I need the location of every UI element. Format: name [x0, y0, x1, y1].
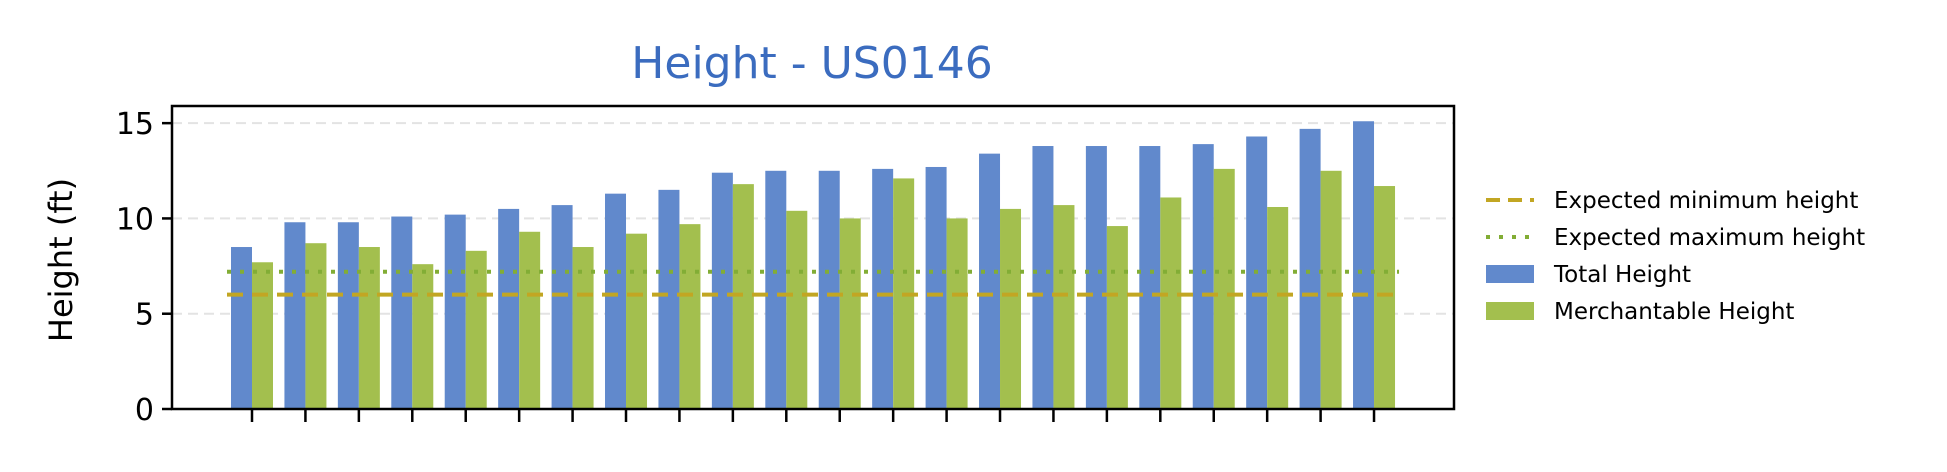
total-height-bar: [979, 153, 1001, 409]
total-height-bar: [1032, 146, 1054, 410]
chart-title: Height - US0146: [631, 38, 992, 89]
total-height-bar: [1139, 146, 1161, 410]
merchantable-height-bar: [519, 231, 541, 409]
total-height-bar: [711, 172, 733, 409]
grid-lines: [172, 122, 1454, 315]
merchantable-height-bar: [465, 250, 487, 409]
merchantable-height-bar: [1320, 170, 1342, 409]
legend-merchantable-swatch: [1486, 302, 1534, 320]
total-height-bar: [1353, 121, 1375, 409]
total-height-bar: [1085, 146, 1107, 410]
total-height-bar: [231, 247, 252, 409]
legend-label: Expected maximum height: [1554, 225, 1865, 251]
merchantable-height-bar: [1106, 226, 1128, 409]
total-height-bar: [498, 208, 520, 409]
merchantable-height-bar: [946, 218, 968, 409]
merchantable-height-bar: [1267, 207, 1289, 409]
merchantable-height-bar: [412, 264, 434, 409]
axes: 0 5 10 15: [116, 104, 1456, 428]
merchantable-height-bar: [572, 247, 594, 409]
merchantable-height-bar: [1053, 205, 1075, 409]
bars: [231, 121, 1396, 410]
merchantable-height-bar: [679, 224, 701, 409]
y-tick-label: 5: [135, 298, 154, 333]
plot-frame: [170, 104, 1456, 411]
total-height-bar: [444, 214, 466, 409]
y-tick-label: 0: [135, 393, 154, 428]
total-height-bar: [284, 222, 306, 409]
merchantable-height-bar: [1374, 186, 1396, 409]
legend-total-swatch: [1486, 265, 1534, 283]
total-height-bar: [605, 193, 627, 409]
y-tick-label: 15: [116, 107, 154, 142]
reference-lines: [227, 269, 1400, 297]
total-height-bar: [765, 170, 787, 409]
total-height-bar: [818, 170, 840, 409]
total-height-bar: [872, 168, 894, 409]
legend: Expected minimum height Expected maximum …: [1486, 188, 1865, 325]
merchantable-height-bar: [252, 262, 273, 409]
total-height-bar: [658, 189, 680, 409]
total-height-bar: [391, 216, 413, 409]
legend-label: Expected minimum height: [1554, 188, 1858, 214]
merchantable-height-bar: [1213, 168, 1235, 409]
total-height-bar: [551, 205, 573, 409]
merchantable-height-bar: [839, 218, 861, 409]
merchantable-height-bar: [1000, 208, 1022, 409]
total-height-bar: [925, 166, 947, 409]
merchantable-height-bar: [358, 247, 380, 409]
merchantable-height-bar: [1160, 197, 1182, 409]
merchantable-height-bar: [732, 184, 754, 409]
legend-label: Merchantable Height: [1554, 299, 1794, 325]
y-axis-label: Height (ft): [42, 178, 80, 342]
merchantable-height-bar: [786, 210, 808, 409]
y-tick-label: 10: [116, 202, 154, 237]
total-height-bar: [337, 222, 359, 409]
merchantable-height-bar: [305, 243, 327, 409]
merchantable-height-bar: [626, 233, 648, 409]
total-height-bar: [1299, 128, 1321, 409]
legend-label: Total Height: [1553, 262, 1691, 288]
total-height-bar: [1192, 144, 1214, 409]
